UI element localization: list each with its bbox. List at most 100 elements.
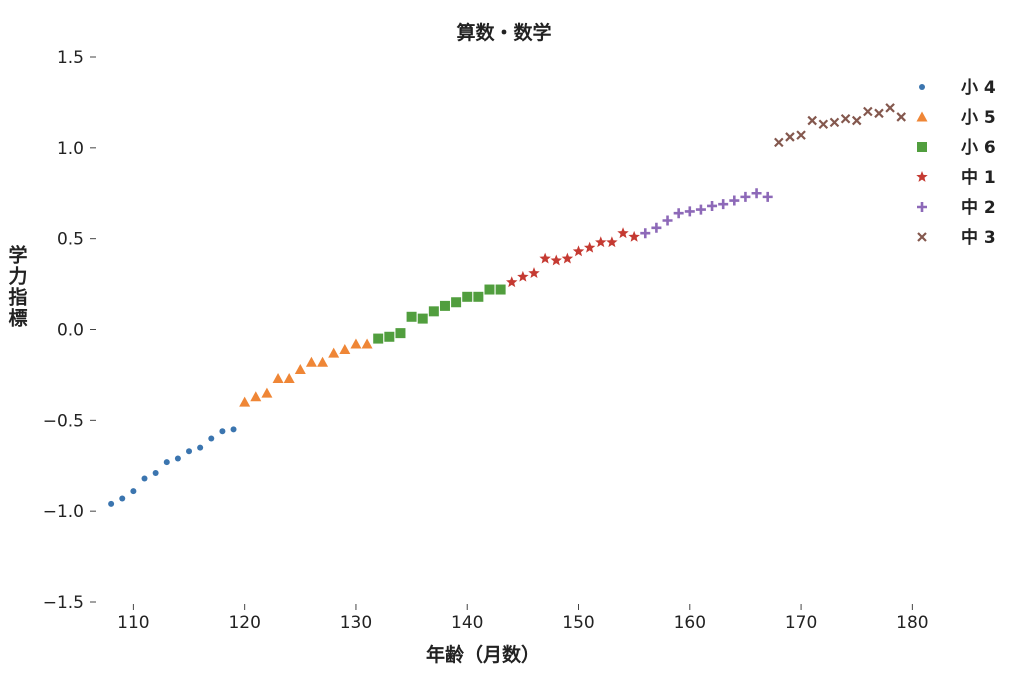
data-point	[517, 270, 529, 282]
y-tick-label: −0.5	[43, 411, 84, 431]
chart-title: 算数・数学	[456, 21, 551, 44]
data-point	[339, 343, 351, 354]
data-point	[108, 500, 115, 507]
y-tick-label: 0.0	[57, 321, 84, 341]
x-tick-label: 170	[785, 613, 817, 633]
data-point	[662, 215, 673, 226]
data-point	[851, 115, 862, 126]
y-tick-label: 0.5	[57, 230, 84, 250]
series-group	[640, 188, 773, 239]
data-point	[439, 300, 450, 311]
data-point	[428, 306, 439, 317]
data-point	[640, 228, 651, 239]
y-axis: −1.5 −1.0 −0.5 0.0 0.5 1.0 1.5	[43, 48, 96, 613]
data-point	[473, 291, 484, 302]
x-axis: 110 120 130 140 150 160 170 180	[117, 604, 929, 633]
data-point	[294, 363, 306, 374]
data-point	[417, 313, 428, 324]
x-tick-label: 120	[228, 613, 260, 633]
data-point	[762, 191, 773, 202]
data-point	[751, 188, 762, 199]
data-point	[239, 396, 251, 407]
legend-item: 中 3	[917, 227, 996, 248]
data-point	[174, 455, 181, 462]
data-point	[250, 391, 262, 402]
series-group	[239, 338, 373, 407]
data-point	[130, 488, 137, 495]
data-point	[350, 338, 362, 349]
data-point	[684, 206, 695, 217]
legend-marker	[919, 84, 925, 90]
legend-label: 小 6	[961, 138, 996, 158]
data-point	[261, 387, 273, 398]
data-point	[495, 284, 506, 295]
data-point	[718, 199, 729, 210]
plot-area	[108, 103, 907, 507]
data-point	[317, 356, 329, 367]
data-point	[528, 267, 540, 279]
legend-item: 中 1	[916, 167, 996, 188]
data-point	[651, 222, 662, 233]
legend-marker	[916, 111, 928, 122]
data-point	[484, 284, 495, 295]
legend-item: 中 2	[917, 197, 996, 218]
data-point	[729, 195, 740, 206]
legend-item: 小 6	[917, 138, 996, 158]
series-group	[506, 227, 640, 288]
legend-marker	[916, 171, 928, 182]
data-point	[272, 373, 284, 384]
data-point	[197, 444, 204, 451]
data-point	[807, 115, 817, 126]
legend-label: 小 4	[961, 78, 996, 98]
data-point	[707, 200, 718, 211]
x-axis-title: 年齢（月数）	[426, 643, 540, 666]
data-point	[818, 119, 829, 129]
data-point	[539, 252, 551, 264]
x-tick-label: 180	[896, 613, 928, 633]
data-point	[829, 117, 840, 128]
y-tick-label: −1.5	[43, 593, 84, 613]
legend-label: 小 5	[961, 108, 996, 128]
x-tick-label: 150	[562, 613, 594, 633]
data-point	[283, 373, 295, 384]
data-point	[561, 252, 574, 264]
series-group	[774, 103, 907, 148]
data-point	[617, 227, 629, 239]
x-tick-label: 160	[674, 613, 706, 633]
data-point	[550, 254, 562, 266]
data-point	[785, 132, 795, 142]
data-point	[163, 459, 170, 466]
data-point	[506, 276, 518, 288]
data-point	[208, 435, 215, 442]
data-point	[840, 113, 851, 124]
data-point	[583, 241, 596, 253]
series-group	[373, 284, 506, 344]
data-point	[572, 245, 585, 257]
data-point	[361, 338, 373, 349]
data-point	[874, 108, 884, 119]
data-point	[373, 333, 384, 344]
legend-item: 小 4	[919, 78, 996, 98]
data-point	[186, 448, 193, 455]
data-point	[606, 236, 618, 248]
y-tick-label: −1.0	[43, 502, 84, 522]
series-group	[108, 426, 237, 507]
data-point	[673, 208, 684, 219]
data-point	[152, 470, 159, 477]
x-tick-label: 140	[451, 613, 483, 633]
legend-marker	[917, 142, 927, 152]
data-point	[141, 475, 148, 482]
data-point	[885, 103, 895, 113]
legend-label: 中 1	[961, 167, 996, 188]
y-axis-title-char: 指	[8, 287, 27, 309]
x-tick-label: 110	[117, 613, 149, 633]
data-point	[406, 311, 417, 322]
y-axis-title-char: 標	[8, 307, 27, 330]
data-point	[384, 331, 395, 342]
data-point	[219, 428, 226, 435]
data-point	[230, 426, 237, 433]
data-point	[328, 347, 340, 358]
data-point	[695, 204, 706, 215]
data-point	[595, 236, 607, 248]
